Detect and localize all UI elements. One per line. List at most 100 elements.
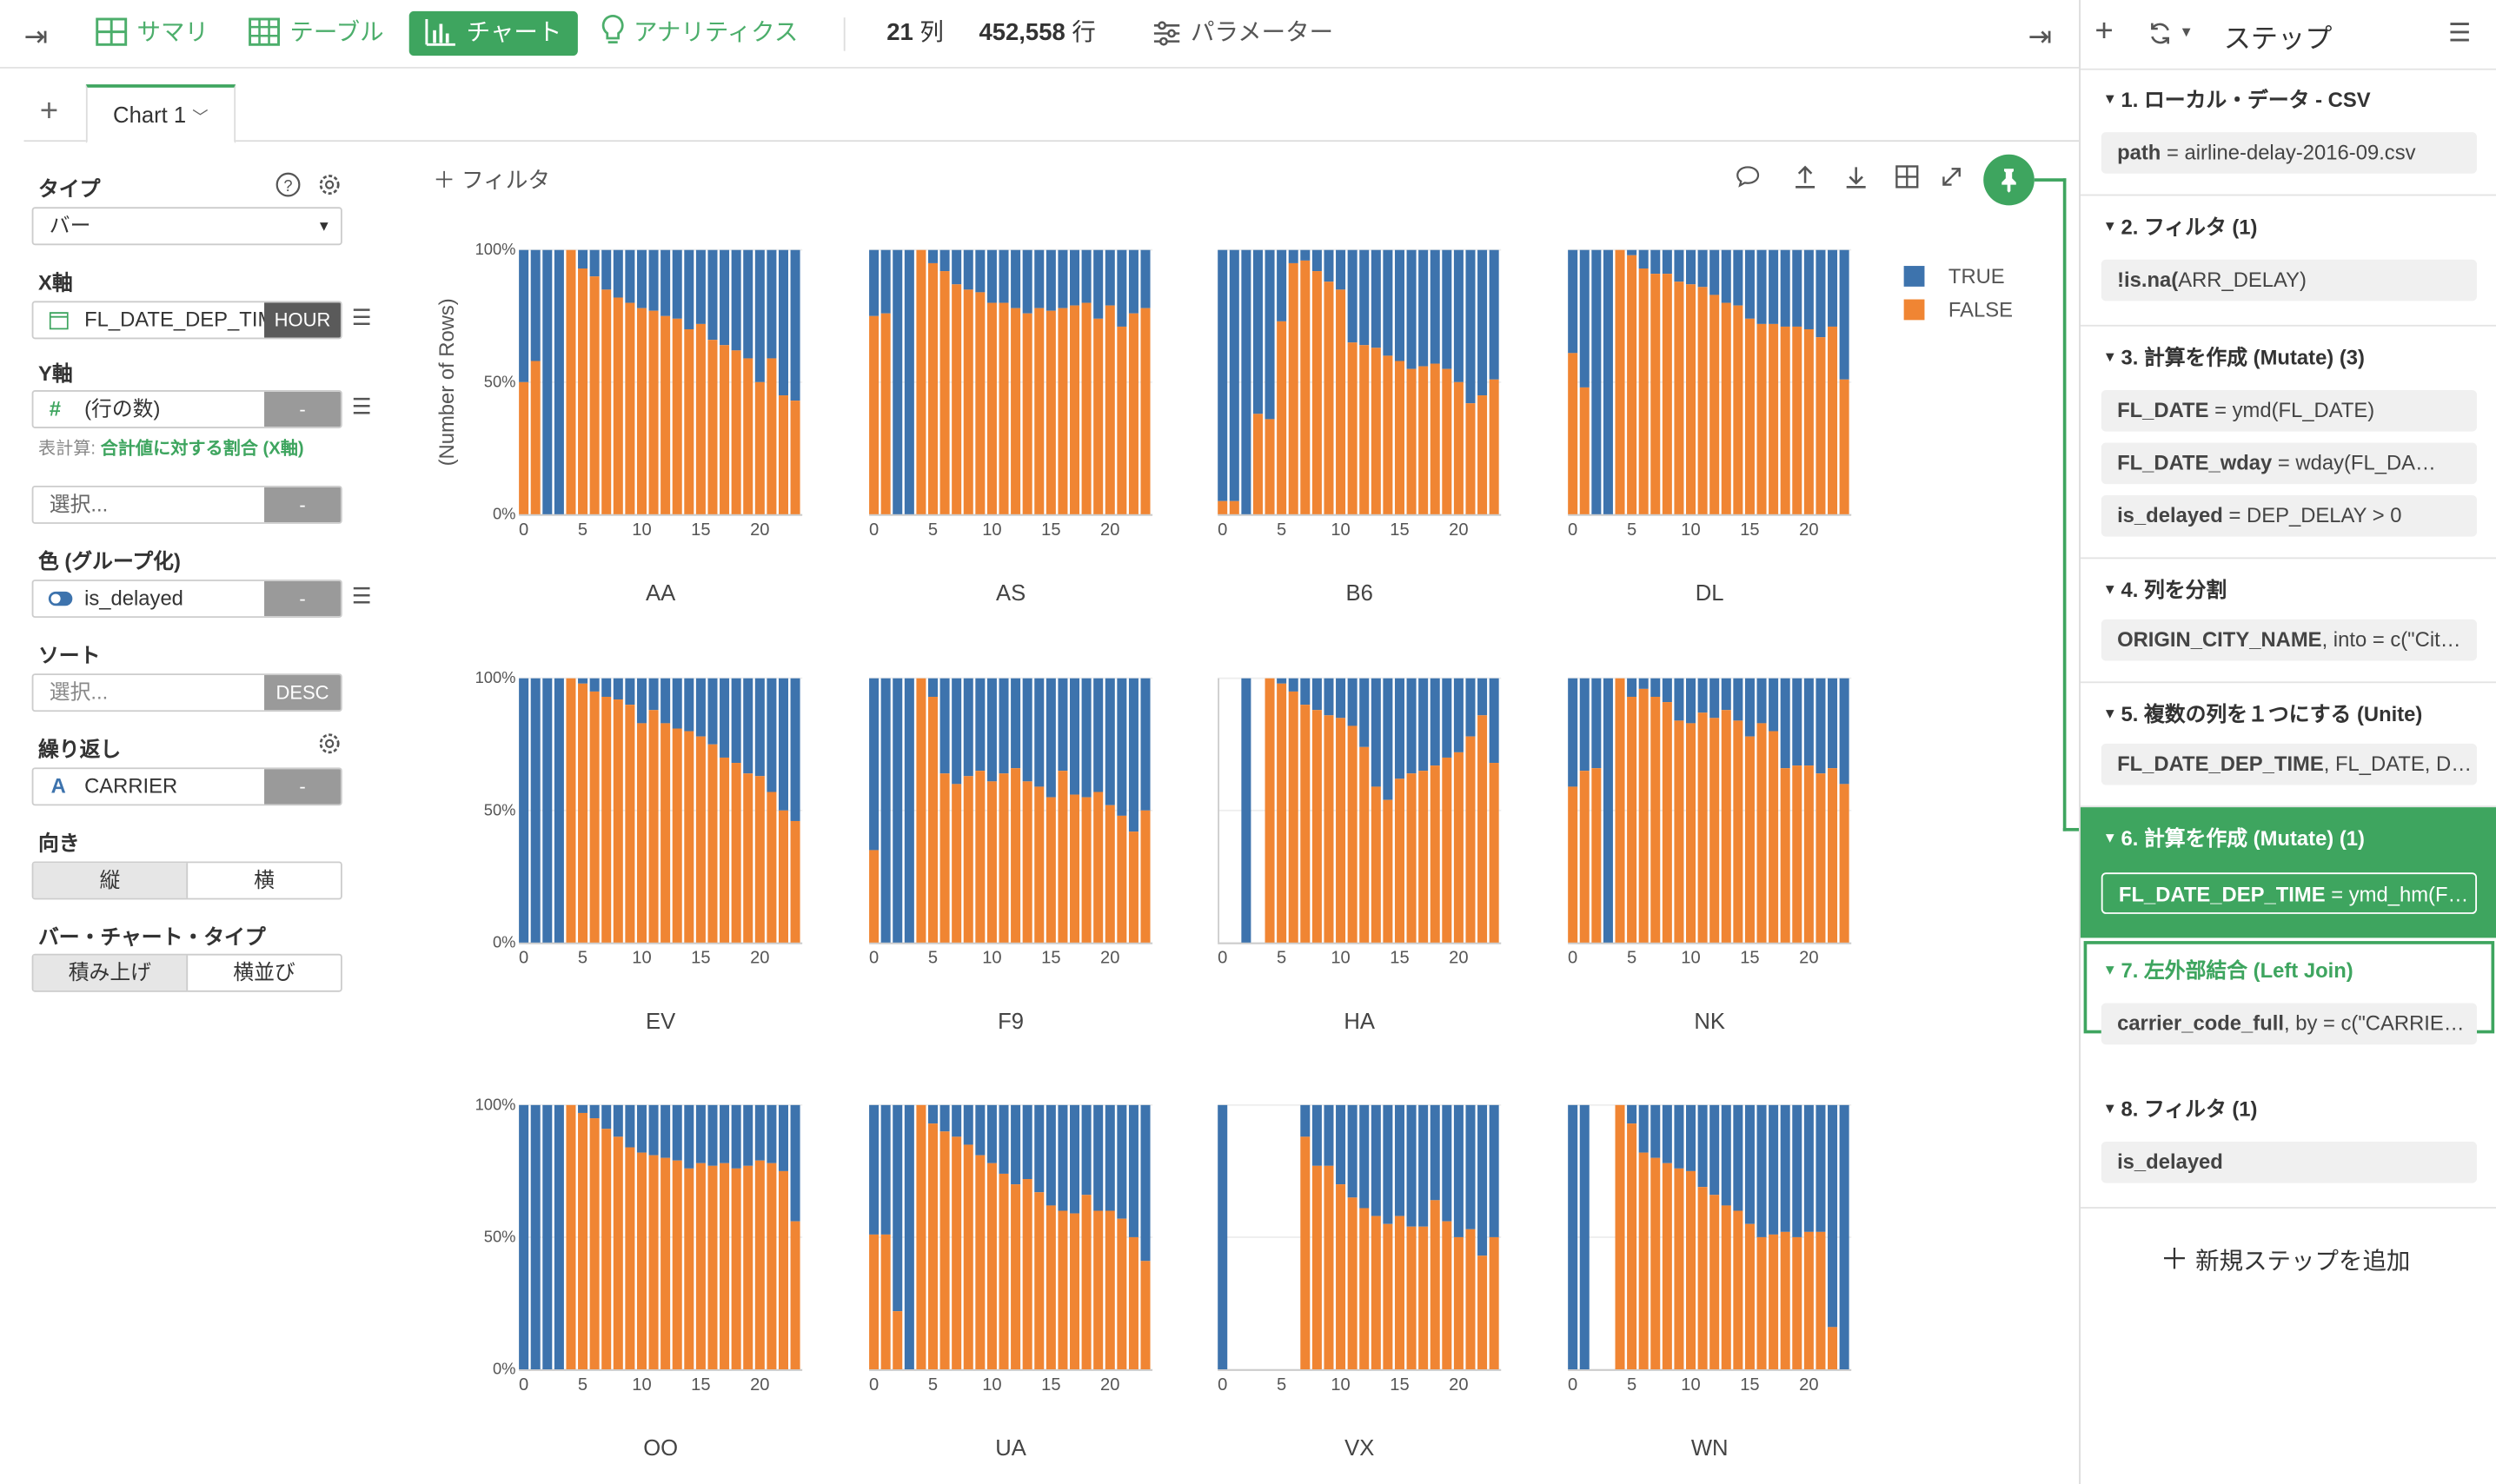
step-2-item[interactable]: !is.na(ARR_DELAY) — [2101, 259, 2478, 301]
facet-label: OO — [643, 1436, 678, 1461]
bar-true — [1650, 1104, 1661, 1158]
add-chart-icon[interactable]: + — [39, 94, 59, 129]
expand-icon[interactable] — [1939, 164, 1964, 189]
step-collapse-caret-icon[interactable]: ▼ — [2102, 961, 2121, 978]
step-8-header[interactable]: ▼ 8. フィルタ (1) — [2103, 1092, 2258, 1123]
bar-false — [1744, 736, 1755, 943]
collapse-right-icon[interactable]: ⇥ — [2028, 20, 2053, 53]
step-5-item[interactable]: FL_DATE_DEP_TIME, FL_DATE, D… — [2101, 743, 2478, 785]
step-8-item[interactable]: is_delayed — [2101, 1141, 2478, 1183]
y-axis-field[interactable]: # (行の数) - — [31, 389, 342, 428]
bar-false — [1117, 815, 1127, 943]
collapse-left-icon[interactable]: ⇥ — [23, 20, 49, 53]
bar-false — [1347, 1197, 1358, 1370]
step-2-header[interactable]: ▼ 2. フィルタ (1) — [2103, 210, 2258, 241]
step-3-item[interactable]: FL_DATE = ymd(FL_DATE) — [2101, 389, 2478, 432]
add-filter-button[interactable]: ＋ フィルタ — [433, 164, 550, 196]
bar-type-label: バー・チャート・タイプ — [37, 924, 266, 950]
column-count-unit: 列 — [919, 18, 944, 47]
step-collapse-caret-icon[interactable]: ▼ — [2102, 1100, 2121, 1116]
parameters-button[interactable]: パラメーター — [1152, 11, 1333, 56]
bar-true — [1477, 1104, 1488, 1256]
step-4-header[interactable]: ▼ 4. 列を分割 — [2103, 573, 2227, 604]
orientation-horizontal[interactable]: 横 — [254, 867, 275, 892]
bar-type-stacked[interactable]: 積み上げ — [33, 955, 189, 990]
refresh-dropdown-icon[interactable]: ▼ — [2179, 23, 2194, 40]
bar-true — [625, 678, 635, 706]
step-4-item[interactable]: ORIGIN_CITY_NAME, into = c("Cit… — [2101, 619, 2478, 661]
bar-true — [904, 249, 914, 514]
facet-F9: 0 5 10 15 20 F9 — [869, 677, 1153, 1034]
bar-true — [1022, 678, 1032, 782]
tab-summary[interactable]: サマリ — [96, 11, 209, 56]
sort-select[interactable]: 選択... DESC — [31, 673, 342, 712]
step-7-item[interactable]: carrier_code_full, by = c("CARRIE… — [2101, 1003, 2478, 1045]
bar-false — [648, 310, 659, 514]
add-step-icon[interactable]: + — [2094, 14, 2114, 50]
x-axis-field[interactable]: FL_DATE_DEP_TIM HOUR — [31, 301, 342, 340]
bar-true — [743, 1104, 753, 1166]
step-collapse-caret-icon[interactable]: ▼ — [2102, 218, 2121, 235]
repeat-settings-gear-icon[interactable] — [316, 731, 342, 756]
layout-grid-icon[interactable] — [1895, 164, 1920, 189]
tab-summary-label: サマリ — [136, 18, 209, 47]
step-collapse-caret-icon[interactable]: ▼ — [2102, 829, 2121, 846]
add-new-step-button[interactable]: ＋ 新規ステップを追加 — [2161, 1237, 2411, 1279]
step-1-item[interactable]: path = airline-delay-2016-09.csv — [2101, 132, 2478, 174]
settings-gear-icon[interactable] — [316, 172, 342, 197]
repeat-agg-button[interactable]: - — [264, 769, 341, 805]
color-menu-icon[interactable]: ☰ — [351, 582, 372, 609]
bar-true — [1477, 678, 1488, 716]
tab-analytics[interactable]: アナリティクス — [601, 11, 798, 56]
color-field[interactable]: is_delayed - — [31, 580, 342, 619]
sort-order-button[interactable]: DESC — [264, 675, 341, 711]
step-collapse-caret-icon[interactable]: ▼ — [2102, 348, 2121, 365]
step-6-item[interactable]: FL_DATE_DEP_TIME = ymd_hm(F… — [2101, 872, 2478, 914]
step-3-header[interactable]: ▼ 3. 計算を作成 (Mutate) (3) — [2103, 341, 2365, 371]
step-3-item[interactable]: is_delayed = DEP_DELAY > 0 — [2101, 494, 2478, 537]
bar-true — [542, 249, 553, 514]
y-axis-menu-icon[interactable]: ☰ — [351, 393, 372, 419]
step-item-value: = DEP_DELAY > 0 — [2222, 503, 2402, 527]
bar-type-side-by-side[interactable]: 横並び — [233, 960, 295, 984]
tab-table[interactable]: テーブル — [249, 11, 384, 56]
x-tick-label: 5 — [928, 949, 938, 968]
bar-true — [578, 678, 588, 684]
tab-chart[interactable]: チャート — [408, 10, 578, 56]
comment-icon[interactable] — [1735, 164, 1760, 189]
pin-button[interactable] — [1983, 154, 2035, 206]
x-axis-menu-icon[interactable]: ☰ — [351, 304, 372, 330]
step-1-header[interactable]: ▼ 1. ローカル・データ - CSV — [2103, 83, 2371, 113]
repeat-label: 繰り返し — [37, 737, 122, 761]
download-icon[interactable] — [1843, 164, 1869, 189]
step-7-header[interactable]: ▼ 7. 左外部結合 (Left Join) — [2103, 954, 2353, 984]
refresh-icon[interactable] — [2147, 21, 2173, 46]
step-5-header[interactable]: ▼ 5. 複数の列を１つにする (Unite) — [2103, 698, 2423, 728]
repeat-field[interactable]: A CARRIER - — [31, 767, 342, 806]
bar-false — [1418, 1226, 1429, 1370]
tab-chart-1[interactable]: Chart 1 ﹀ — [85, 84, 236, 143]
step-collapse-caret-icon[interactable]: ▼ — [2102, 90, 2121, 107]
step-collapse-caret-icon[interactable]: ▼ — [2102, 705, 2121, 722]
y-axis-2-select[interactable]: 選択... - — [31, 485, 342, 524]
y-axis-agg-button[interactable]: - — [264, 391, 341, 427]
orientation-vertical[interactable]: 縦 — [33, 863, 189, 898]
table-calc-value[interactable]: 合計値に対する割合 (X軸) — [100, 439, 304, 459]
bar-true — [1442, 1104, 1452, 1222]
x-axis-unit-button[interactable]: HOUR — [264, 302, 341, 338]
step-3-item[interactable]: FL_DATE_wday = wday(FL_DA… — [2101, 442, 2478, 485]
steps-list-menu-icon[interactable]: ☰ — [2448, 20, 2472, 48]
chart-type-select[interactable]: バー ▼ — [31, 207, 342, 246]
color-agg-button[interactable]: - — [264, 580, 341, 617]
bar-true — [1093, 678, 1104, 792]
bar-false — [1418, 366, 1429, 514]
bar-true — [880, 678, 891, 943]
step-6-header[interactable]: ▼ 6. 計算を作成 (Mutate) (1) — [2103, 822, 2365, 852]
bar-false — [1615, 678, 1625, 943]
bar-false — [1093, 1210, 1104, 1370]
bar-true — [1359, 249, 1370, 346]
step-collapse-caret-icon[interactable]: ▼ — [2102, 580, 2121, 598]
help-icon[interactable]: ? — [275, 172, 301, 197]
upload-icon[interactable] — [1792, 164, 1817, 189]
y-axis-2-button[interactable]: - — [264, 487, 341, 523]
